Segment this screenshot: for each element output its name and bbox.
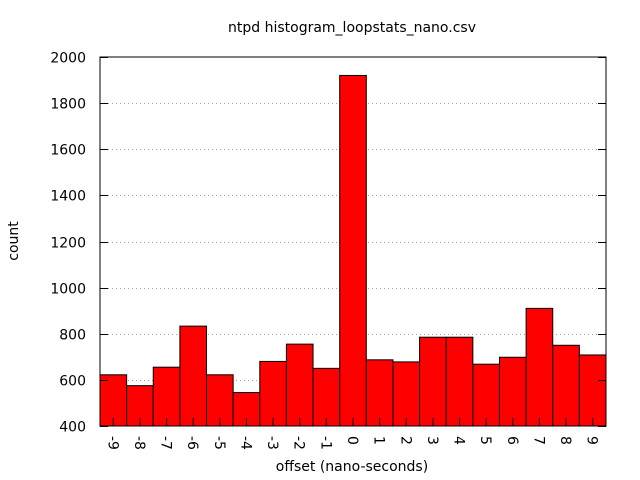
x-tick-label: -1 (317, 436, 333, 450)
chart-title: ntpd histogram_loopstats_nano.csv (228, 20, 476, 36)
x-tick-label: -6 (184, 436, 200, 450)
x-tick-label: -7 (158, 436, 174, 450)
bar (365, 359, 394, 427)
y-tick-label: 2000 (50, 51, 86, 67)
x-tick-label: 2 (397, 436, 413, 445)
x-tick-label: -2 (291, 436, 307, 450)
x-tick-label: 9 (584, 436, 600, 445)
bar (578, 354, 607, 427)
x-tick-label: 4 (451, 436, 467, 445)
bar (99, 374, 128, 427)
bar (419, 336, 447, 427)
x-tick-label: 5 (477, 436, 493, 445)
x-tick-label: 6 (504, 436, 520, 445)
x-tick-label: -4 (237, 436, 253, 450)
bar (179, 325, 208, 427)
bar (312, 367, 341, 427)
x-tick-label: -3 (264, 436, 280, 450)
x-axis: -9 -8 -7 -6 -5 -4 -3 -2 -1 0 1 2 3 4 5 6 7 8 9 (104, 418, 600, 450)
bars (99, 74, 607, 427)
bar (285, 343, 314, 427)
bar (498, 356, 527, 427)
bar (339, 74, 367, 427)
y-tick-label: 1000 (50, 282, 86, 298)
x-tick-label: 3 (424, 436, 440, 445)
x-tick-label: 8 (557, 436, 573, 445)
x-tick-label: -9 (104, 436, 120, 450)
bar (472, 363, 500, 427)
bar (259, 360, 287, 427)
y-tick-label: 1600 (50, 143, 86, 159)
bar (445, 336, 474, 427)
y-tick-label: 1400 (50, 189, 86, 205)
x-tick-label: 7 (530, 436, 546, 445)
y-tick-label: 1200 (50, 236, 86, 252)
x-axis-label: offset (nano-seconds) (276, 459, 428, 475)
y-axis-label: count (6, 221, 22, 261)
x-tick-label: -8 (131, 436, 147, 450)
bar (152, 366, 181, 427)
y-tick-label: 600 (59, 374, 86, 390)
y-axis: 400 600 800 1000 1200 1400 1600 1800 2000 (50, 51, 606, 436)
y-tick-label: 1800 (50, 97, 86, 113)
x-tick-label: -5 (211, 436, 227, 450)
bar (392, 361, 421, 427)
bar (552, 344, 580, 427)
y-tick-label: 400 (59, 420, 86, 436)
x-tick-label: 1 (371, 436, 387, 445)
bar (525, 307, 554, 427)
x-tick-label: 0 (344, 436, 360, 445)
y-tick-label: 800 (59, 328, 86, 344)
